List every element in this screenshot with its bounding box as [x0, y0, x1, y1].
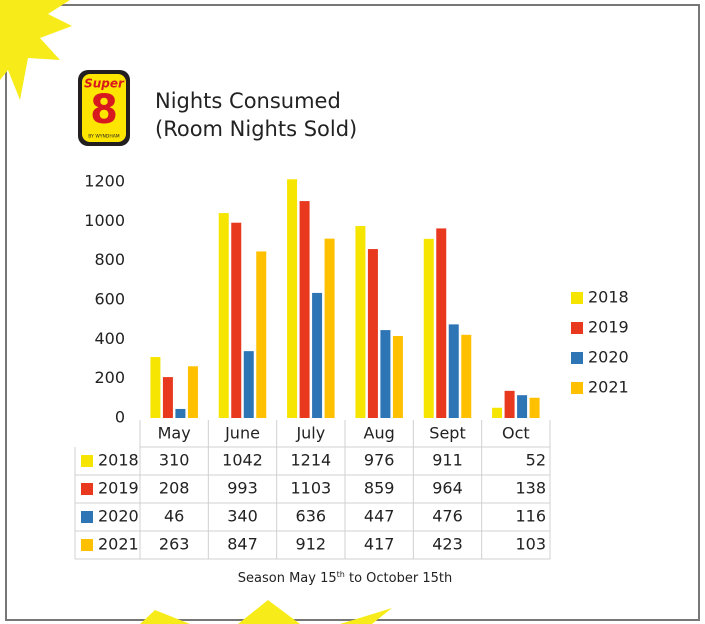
bar: [312, 292, 323, 418]
x-tick-label: Sept: [429, 424, 465, 443]
table-cell: 1103: [290, 479, 331, 498]
y-tick-label: 200: [94, 368, 125, 387]
legend-swatch: [571, 322, 583, 334]
table-cell: 138: [515, 479, 546, 498]
legend-swatch: [571, 382, 583, 394]
table-cell: 1042: [222, 451, 263, 470]
chart-subtitle: (Room Nights Sold): [155, 117, 357, 141]
starburst-bottom-2: [238, 600, 300, 624]
bar: [504, 390, 515, 418]
table-cell: 912: [296, 535, 327, 554]
table-key: [81, 539, 93, 551]
bar: [175, 408, 186, 418]
bar: [187, 366, 198, 418]
bar: [355, 226, 366, 418]
table-cell: 116: [515, 507, 546, 526]
table-cell: 310: [159, 451, 190, 470]
logo-number: 8: [90, 87, 118, 133]
legend-label: 2018: [588, 288, 629, 307]
table-key: [81, 483, 93, 495]
table-cell: 859: [364, 479, 395, 498]
legend-label: 2020: [588, 348, 629, 367]
table-cell: 208: [159, 479, 190, 498]
table-cell: 976: [364, 451, 395, 470]
table-cell: 447: [364, 507, 395, 526]
bar: [392, 335, 403, 418]
legend-label: 2021: [588, 378, 629, 397]
table-cell: 103: [515, 535, 546, 554]
x-tick-label: Aug: [364, 424, 395, 443]
table-cell: 636: [296, 507, 327, 526]
y-tick-label: 600: [94, 290, 125, 309]
table-cell: 46: [164, 507, 184, 526]
x-tick-label: Oct: [502, 424, 530, 443]
bar: [529, 397, 540, 418]
chart-title: Nights Consumed: [155, 89, 341, 113]
x-tick-label: June: [224, 424, 260, 443]
table-row-label: 2020: [98, 507, 139, 526]
bar: [256, 251, 267, 418]
bar: [162, 377, 173, 418]
table-cell: 476: [432, 507, 463, 526]
bar: [461, 334, 472, 418]
table-cell: 263: [159, 535, 190, 554]
table-cell: 52: [526, 451, 546, 470]
bar: [150, 357, 161, 418]
bar: [231, 222, 242, 418]
bar: [436, 228, 447, 418]
y-tick-label: 400: [94, 329, 125, 348]
bar: [287, 179, 298, 418]
table-cell: 1214: [290, 451, 331, 470]
footnote-sup: th: [337, 570, 345, 579]
table-row-label: 2021: [98, 535, 139, 554]
bar: [218, 213, 229, 418]
y-tick-label: 1000: [84, 211, 125, 230]
starburst-top: [0, 0, 72, 100]
legend-swatch: [571, 292, 583, 304]
x-tick-label: May: [158, 424, 191, 443]
bar: [492, 407, 503, 418]
table-key: [81, 511, 93, 523]
legend-swatch: [571, 352, 583, 364]
table-cell: 964: [432, 479, 463, 498]
table-cell: 417: [364, 535, 395, 554]
starburst-bottom-3: [340, 608, 392, 624]
table-row-label: 2019: [98, 479, 139, 498]
logo-body: [82, 74, 126, 142]
starburst-bottom-1: [140, 610, 190, 624]
logo-byline: BY WYNDHAM: [88, 134, 120, 140]
table-cell: 340: [227, 507, 258, 526]
logo: Super 8 BY WYNDHAM: [78, 70, 130, 146]
bar: [299, 201, 310, 418]
table-key: [81, 455, 93, 467]
bar: [423, 238, 434, 418]
table-cell: 423: [432, 535, 463, 554]
table-cell: 911: [432, 451, 463, 470]
logo-word: Super: [84, 77, 125, 91]
bar: [367, 249, 378, 418]
bar: [517, 395, 528, 418]
footnote-part: to October 15th: [345, 571, 452, 586]
legend-label: 2019: [588, 318, 629, 337]
x-tick-label: July: [295, 424, 325, 443]
table-cell: 847: [227, 535, 258, 554]
y-tick-label: 0: [115, 408, 125, 427]
bar: [324, 238, 335, 418]
bar: [448, 324, 459, 418]
y-tick-label: 800: [94, 250, 125, 269]
footnote-part: Season May 15: [238, 571, 337, 586]
footnote: Season May 15th to October 15th: [238, 570, 452, 586]
table-cell: 993: [227, 479, 258, 498]
bar: [380, 330, 391, 418]
y-tick-label: 1200: [84, 172, 125, 191]
bar: [243, 351, 254, 418]
table-row-label: 2018: [98, 451, 139, 470]
